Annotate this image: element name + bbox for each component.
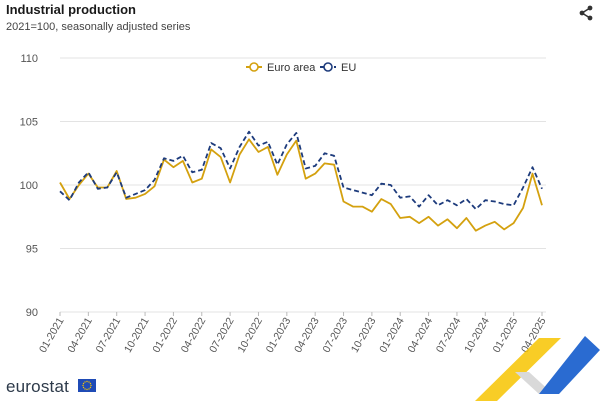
eurostat-logo-text: eurostat: [6, 377, 70, 396]
series-line-eu[interactable]: [59, 130, 543, 211]
eurostat-corner-decoration: [475, 336, 600, 401]
share-icon[interactable]: [578, 5, 594, 21]
x-tick-label: 07-2023: [320, 315, 350, 355]
x-tick-label: 04-2023: [292, 315, 322, 355]
eu-flag-icon: [78, 379, 96, 392]
x-tick-label: 07-2021: [94, 315, 124, 355]
x-tick-label: 01-2021: [37, 315, 67, 355]
x-tick-label: 10-2022: [235, 315, 265, 355]
y-axis-ticks: 90 95 100 105 110: [20, 53, 38, 319]
x-tick-label: 04-2022: [179, 315, 209, 355]
legend-label-euro-area: Euro area: [267, 62, 316, 74]
series-line-euro-area[interactable]: [59, 138, 543, 232]
x-tick-label: 01-2022: [150, 315, 180, 355]
legend-item-euro-area[interactable]: Euro area: [246, 62, 316, 74]
y-tick-label: 110: [20, 53, 38, 65]
x-tick-label: 04-2024: [406, 315, 436, 355]
x-tick-label: 10-2023: [349, 315, 379, 355]
legend-label-eu: EU: [341, 62, 356, 74]
x-tick-label: 07-2024: [434, 315, 464, 355]
series-lines: [59, 130, 543, 232]
y-tick-label: 100: [20, 180, 38, 192]
x-axis-ticks: 01-202104-202107-202110-202101-202204-20…: [37, 312, 549, 355]
y-tick-label: 105: [20, 117, 38, 129]
x-tick-label: 07-2022: [207, 315, 237, 355]
grid-lines: [60, 57, 546, 313]
y-tick-label: 95: [26, 244, 38, 256]
chart-title: Industrial production: [6, 2, 136, 17]
x-tick-label: 01-2023: [264, 315, 294, 355]
chart-subtitle: 2021=100, seasonally adjusted series: [6, 21, 191, 33]
legend: Euro area EU: [246, 62, 356, 74]
x-tick-label: 04-2021: [65, 315, 95, 355]
y-tick-label: 90: [26, 307, 38, 319]
legend-item-eu[interactable]: EU: [320, 62, 356, 74]
x-tick-label: 10-2021: [122, 315, 152, 355]
x-tick-label: 01-2024: [377, 315, 407, 355]
